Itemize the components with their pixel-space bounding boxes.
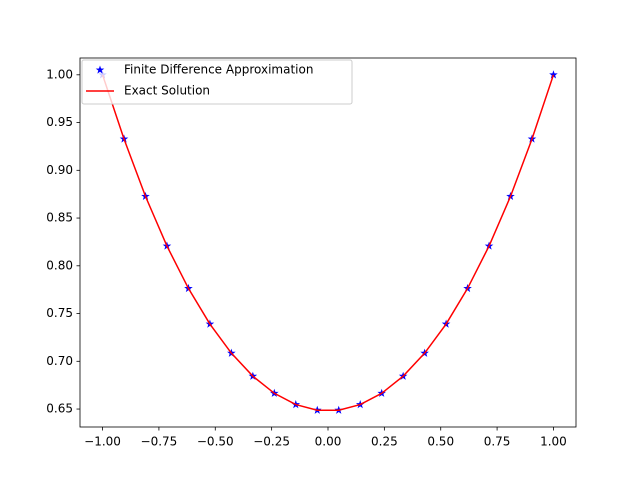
x-tick-label: −1.00 <box>84 435 121 449</box>
y-tick-label: 1.00 <box>46 67 73 81</box>
star-marker <box>549 70 558 79</box>
y-tick-label: 0.95 <box>46 115 73 129</box>
y-tick-label: 0.65 <box>46 402 73 416</box>
y-tick-label: 0.85 <box>46 211 73 225</box>
y-tick-label: 0.75 <box>46 306 73 320</box>
x-tick-label: 0.00 <box>315 435 342 449</box>
x-tick-label: 1.00 <box>540 435 567 449</box>
legend-label: Finite Difference Approximation <box>124 63 313 77</box>
x-tick-label: −0.25 <box>253 435 290 449</box>
axes-frame <box>79 57 577 428</box>
legend-marker <box>95 65 105 74</box>
x-tick-label: 0.25 <box>371 435 398 449</box>
x-tick-label: −0.50 <box>197 435 234 449</box>
legend-box <box>81 59 353 105</box>
y-tick-label: 0.70 <box>46 354 73 368</box>
legend-label: Exact Solution <box>124 84 210 98</box>
legend: Finite Difference Approximation Exact Sol… <box>81 59 353 105</box>
x-tick-label: 0.75 <box>484 435 511 449</box>
line <box>101 74 555 411</box>
x-tick-label: 0.50 <box>427 435 454 449</box>
x-tick-label: −0.75 <box>141 435 178 449</box>
y-tick-label: 0.90 <box>46 163 73 177</box>
y-tick-label: 0.80 <box>46 258 73 272</box>
